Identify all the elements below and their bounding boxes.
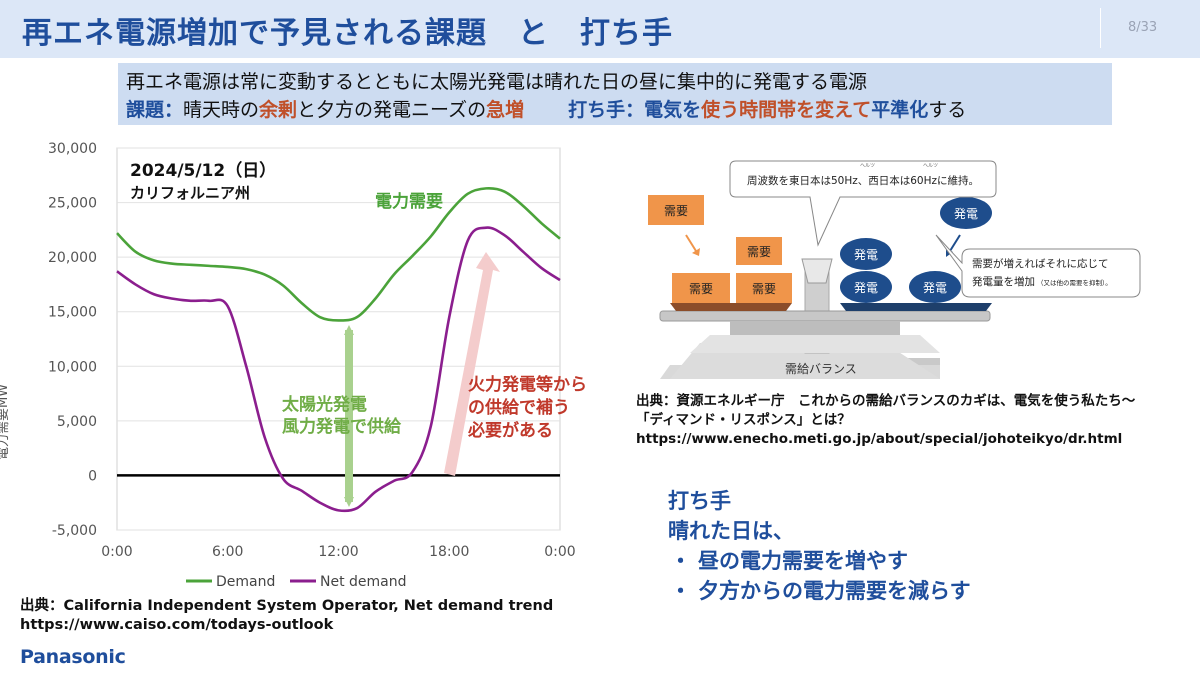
diagram-source-title: 「ディマンド・リスポンス」とは？ bbox=[636, 412, 851, 428]
bullet-icon: ・ bbox=[670, 579, 691, 603]
chart-svg: 30,000 25,000 20,000 15,000 10,000 5,000 0 -5,0… bbox=[48, 141, 587, 590]
solution-text-3: する bbox=[928, 99, 967, 121]
balance-label: 需給バランス bbox=[785, 362, 857, 376]
furigana-60hz: ヘルツ bbox=[923, 163, 938, 169]
issue-highlight-surplus: 余剰 bbox=[259, 99, 298, 121]
action-item-text: 昼の電力需要を増やす bbox=[698, 549, 908, 573]
action-plan-subtitle: 晴れた日は、 bbox=[668, 519, 794, 543]
solution-highlight-timeshift: 使う時間帯を変えて bbox=[701, 99, 872, 121]
demand-series-line bbox=[116, 186, 561, 322]
generation-unit-label: 発電 bbox=[954, 207, 978, 221]
generation-unit bbox=[909, 271, 961, 303]
title-divider bbox=[1100, 8, 1101, 48]
issue-label: 課題： bbox=[126, 99, 184, 121]
demand-box bbox=[736, 237, 782, 265]
frequency-bubble-text: 周波数を東日本は50Hz、西日本は60Hzに維持。 bbox=[747, 174, 979, 187]
balance-diagram-svg: 需給バランス 需要 需要 需要 需要 発電 発電 発電 発電 bbox=[648, 160, 1141, 379]
scale-beam bbox=[659, 310, 991, 322]
y-axis-label: 電力需要MW bbox=[0, 383, 11, 460]
chart-source-citation: 出典：California Independent System Operato… bbox=[20, 598, 554, 614]
diagram-source-url: https://www.enecho.meti.go.jp/about/spec… bbox=[636, 431, 1123, 447]
x-tick-label: 0:00 bbox=[544, 544, 575, 560]
diagram-source: 出典：資源エネルギー庁 これからの需給バランスのカギは、電気を使う私たち～ 「デ… bbox=[636, 392, 1135, 449]
generation-unit-label: 発電 bbox=[854, 248, 878, 262]
bullet-icon: ・ bbox=[670, 549, 691, 573]
chart-date: 2024/5/12（日） bbox=[130, 160, 276, 181]
x-tick-label: 18:00 bbox=[429, 544, 469, 560]
demand-box-label: 需要 bbox=[689, 282, 713, 296]
demand-box bbox=[672, 273, 730, 303]
demand-response-bubble bbox=[935, 234, 1141, 298]
issue-solution-line: 課題：晴天時の余剰と夕方の発電ニーズの急増 打ち手：電気を使う時間帯を変えて平準化… bbox=[126, 95, 966, 122]
thermal-ramp-arrow bbox=[444, 252, 500, 476]
y-tick-label: 20,000 bbox=[48, 250, 97, 266]
demand-series-label: 電力需要 bbox=[375, 191, 443, 212]
generation-unit bbox=[940, 197, 992, 229]
action-item: ・夕方からの電力需要を減らす bbox=[668, 576, 971, 606]
solution-label: 打ち手： bbox=[568, 99, 645, 121]
supply-demand-balance-diagram: 需給バランス 需要 需要 需要 需要 発電 発電 発電 発電 bbox=[640, 153, 1190, 383]
chart-region: カリフォルニア州 bbox=[130, 184, 250, 202]
furigana-50hz: ヘルツ bbox=[860, 163, 875, 169]
summary-line: 再エネ電源は常に変動するとともに太陽光発電は晴れた日の昼に集中的に発電する電源 bbox=[126, 71, 868, 93]
action-plan-title: 打ち手 bbox=[668, 489, 731, 513]
wind-label: 風力発電で供給 bbox=[282, 416, 402, 437]
demand-box-label: 需要 bbox=[752, 282, 776, 296]
thermal-label-3: 必要がある bbox=[467, 420, 553, 441]
issue-highlight-surge: 急増 bbox=[486, 99, 525, 121]
demand-in-arrow bbox=[685, 234, 697, 252]
title-bar bbox=[0, 0, 1200, 58]
demand-response-line-1: 需要が増えればそれに応じて bbox=[972, 257, 1109, 270]
demand-response-line-2: 発電量を増加 （又は他の需要を抑制）。 bbox=[972, 275, 1112, 288]
generation-unit bbox=[840, 271, 892, 303]
x-tick-label: 6:00 bbox=[212, 544, 243, 560]
y-tick-label: -5,000 bbox=[52, 523, 97, 539]
net-demand-series-line bbox=[116, 226, 561, 513]
issue-text-1: 晴天時の bbox=[183, 99, 260, 121]
thermal-label-1: 火力発電等から bbox=[468, 374, 587, 395]
y-tick-label: 10,000 bbox=[48, 359, 97, 375]
demand-box bbox=[648, 195, 704, 225]
generation-unit bbox=[840, 238, 892, 270]
action-item: ・昼の電力需要を増やす bbox=[668, 546, 971, 576]
thermal-label-2: の供給で補う bbox=[468, 397, 570, 418]
generation-unit-label: 発電 bbox=[923, 281, 947, 295]
action-list: ・昼の電力需要を増やす ・夕方からの電力需要を減らす bbox=[668, 546, 971, 606]
action-plan: 打ち手 晴れた日は、 ・昼の電力需要を増やす ・夕方からの電力需要を減らす bbox=[668, 486, 971, 606]
issue-text-2: と夕方の発電ニーズの bbox=[297, 99, 487, 121]
generation-in-arrow bbox=[949, 234, 961, 252]
y-tick-label: 30,000 bbox=[48, 141, 97, 157]
solution-text-1: 電気を bbox=[644, 99, 702, 121]
diagram-source-citation: 出典：資源エネルギー庁 これからの需給バランスのカギは、電気を使う私たち～ bbox=[636, 393, 1136, 409]
solution-text-2: 平準化 bbox=[871, 99, 929, 121]
chart-source-url: https://www.caiso.com/todays-outlook bbox=[20, 617, 334, 633]
action-item-text: 夕方からの電力需要を減らす bbox=[698, 579, 971, 603]
chart-source: 出典：California Independent System Operato… bbox=[20, 597, 553, 635]
generation-unit-label: 発電 bbox=[854, 281, 878, 295]
company-logo: Panasonic bbox=[20, 646, 126, 668]
demand-pan bbox=[670, 303, 792, 311]
plot-area-border bbox=[116, 147, 561, 531]
solar-label: 太陽光発電 bbox=[282, 394, 367, 415]
net-demand-chart: 30,000 25,000 20,000 15,000 10,000 5,000 0 -5,0… bbox=[0, 130, 600, 600]
generation-pan bbox=[840, 303, 992, 311]
scale-head bbox=[801, 258, 833, 284]
summary-box: 再エネ電源は常に変動するとともに太陽光発電は晴れた日の昼に集中的に発電する電源 … bbox=[118, 63, 1112, 125]
y-tick-label: 0 bbox=[88, 468, 97, 484]
y-tick-label: 15,000 bbox=[48, 305, 97, 321]
x-tick-label: 0:00 bbox=[101, 544, 132, 560]
legend-demand-label: Demand bbox=[216, 574, 275, 590]
frequency-bubble bbox=[729, 160, 997, 247]
legend-net-label: Net demand bbox=[320, 574, 407, 590]
demand-box-label: 需要 bbox=[664, 204, 688, 218]
y-tick-label: 5,000 bbox=[57, 414, 97, 430]
page-number: 8/33 bbox=[1128, 20, 1158, 35]
demand-box-label: 需要 bbox=[747, 245, 771, 259]
y-tick-label: 25,000 bbox=[48, 196, 97, 212]
x-tick-label: 12:00 bbox=[318, 544, 358, 560]
demand-box bbox=[736, 273, 792, 303]
slide-title: 再エネ電源増加で予見される課題 と 打ち手 bbox=[22, 16, 673, 51]
